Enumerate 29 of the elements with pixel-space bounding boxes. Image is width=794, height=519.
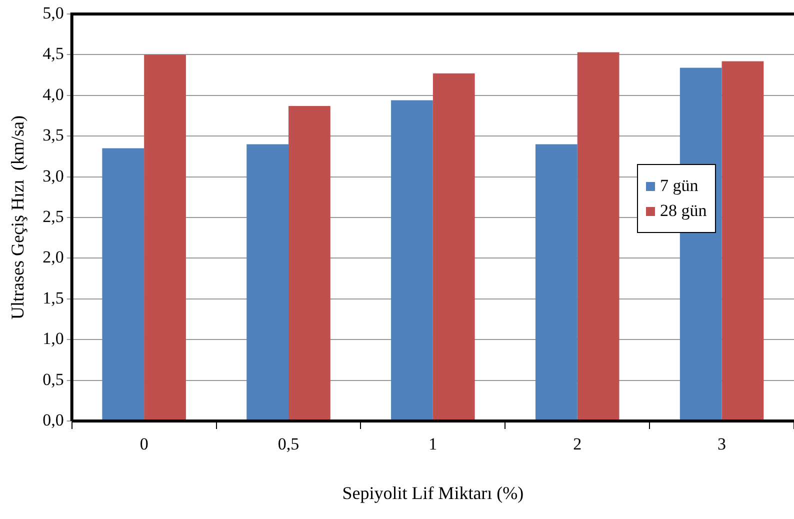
- y-tick-label: 1,0: [42, 329, 64, 348]
- y-tick-label: 4,0: [42, 84, 64, 104]
- x-tick-label: 1: [428, 434, 438, 454]
- bar: [432, 73, 475, 420]
- bar: [144, 54, 186, 420]
- y-tick-label: 3,5: [42, 126, 64, 145]
- y-tick-label: 1,5: [42, 288, 64, 308]
- y-tick-label: 2,0: [42, 248, 64, 267]
- bar: [722, 61, 764, 420]
- bar: [288, 106, 330, 420]
- legend-label: 7 gün: [660, 176, 698, 196]
- y-tick-label: 3,0: [42, 166, 64, 186]
- bar: [577, 52, 620, 420]
- y-tick-label: 2,5: [42, 206, 64, 226]
- y-tick-label: 0,5: [42, 370, 64, 389]
- y-axis-title: Ultrases Geçiş Hızı (km/sa): [8, 116, 28, 320]
- x-tick-label: 3: [718, 434, 726, 454]
- bar: [246, 144, 288, 420]
- y-tick-label: 5,0: [42, 3, 64, 22]
- legend-label: 28 gün: [660, 201, 707, 221]
- bar: [102, 148, 144, 420]
- y-tick-label: 0,0: [42, 410, 64, 430]
- x-tick-label: 2: [573, 434, 582, 454]
- x-tick-label: 0: [140, 434, 148, 454]
- bar: [391, 100, 433, 420]
- x-axis-title: Sepiyolit Lif Miktarı (%): [342, 482, 524, 503]
- y-tick-label: 4,5: [42, 44, 64, 64]
- bar: [535, 144, 578, 420]
- x-tick-label: 0,5: [278, 434, 300, 454]
